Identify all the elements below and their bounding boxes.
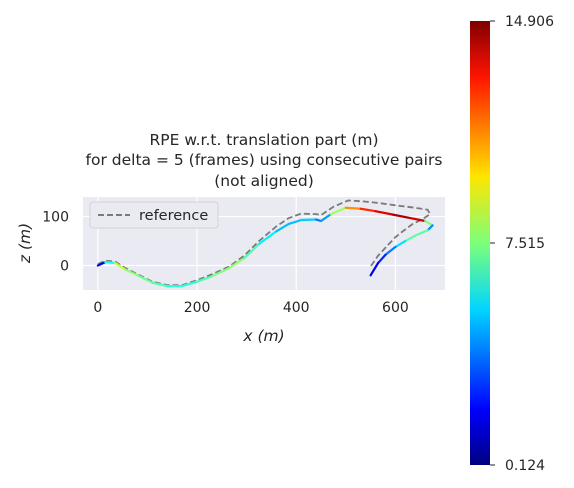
estimate-segment — [319, 213, 333, 223]
estimate-segment — [391, 213, 412, 220]
estimate-segment — [394, 239, 407, 249]
colorbar — [470, 21, 490, 465]
estimate-segment — [404, 234, 417, 243]
estimate-segment — [124, 268, 139, 277]
estimate-segment — [374, 210, 395, 216]
x-ticks: 0 200 400 600 — [93, 300, 408, 316]
estimate-segment — [359, 207, 377, 213]
estimate-segment — [210, 266, 231, 278]
estimate-segment — [257, 230, 278, 246]
colorbar-tick-label: 0.124 — [505, 458, 545, 474]
estimate-segment — [409, 216, 427, 223]
estimate-segment — [104, 261, 117, 265]
x-tick-label: 600 — [382, 300, 409, 316]
chart-title-line-2: for delta = 5 (frames) using consecutive… — [86, 151, 443, 169]
estimate-segment — [181, 280, 199, 288]
estimate-segment — [369, 261, 380, 277]
colorbar-tick-label: 14.906 — [505, 14, 554, 30]
y-axis-label: z (m) — [16, 223, 34, 264]
legend-reference-label: reference — [139, 208, 208, 224]
estimate-segment — [424, 219, 434, 227]
colorbar-ticks: 14.906 7.515 0.124 — [490, 14, 554, 474]
x-axis-label: x (m) — [242, 327, 284, 345]
estimate-segment — [195, 275, 214, 283]
series-layer — [96, 199, 434, 288]
chart-title-line-3: (not aligned) — [214, 172, 314, 190]
chart-title-line-1: RPE w.r.t. translation part (m) — [149, 131, 378, 149]
colorbar-tick-label: 7.515 — [505, 236, 545, 252]
estimate-segment — [151, 281, 169, 288]
legend: reference — [89, 201, 219, 229]
estimate-segment — [287, 218, 303, 226]
legend-box — [89, 201, 219, 229]
estimate-segment — [344, 206, 362, 210]
estimate-segment — [426, 224, 434, 232]
estimate-segment — [136, 274, 154, 284]
estimate-segment — [384, 245, 397, 256]
estimate-segment — [414, 229, 429, 237]
x-tick-label: 200 — [184, 300, 211, 316]
estimate-segment — [243, 242, 261, 260]
y-ticks: 0 100 — [42, 210, 69, 275]
estimate-segment — [329, 206, 347, 216]
estimate-segment — [228, 257, 246, 270]
y-tick-label: 100 — [42, 210, 69, 226]
estimate-segment — [96, 261, 107, 267]
estimate-segment — [114, 261, 127, 271]
y-tick-label: 0 — [60, 259, 69, 275]
x-tick-label: 0 — [93, 300, 102, 316]
estimate-segment — [376, 253, 387, 265]
estimate-segment — [275, 222, 290, 233]
x-tick-label: 400 — [283, 300, 310, 316]
